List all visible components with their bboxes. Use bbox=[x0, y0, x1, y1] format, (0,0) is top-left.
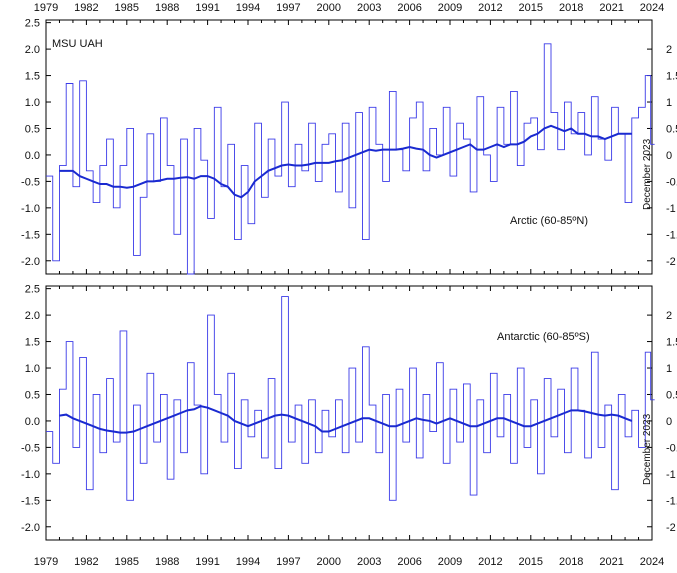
right-y-tick-label: 0.5 bbox=[666, 389, 677, 401]
right-y-tick-label: 2 bbox=[666, 310, 672, 322]
y-tick-label: -0.5 bbox=[21, 442, 40, 454]
y-tick-label: 0.5 bbox=[25, 123, 40, 135]
right-y-tick-label: -2 bbox=[666, 256, 676, 268]
antarctic-running-mean bbox=[59, 405, 633, 434]
year-label: 2003 bbox=[357, 556, 381, 568]
top-year-axis: 1979 1982 1985 1988 1991 1994 1997 2000 2003 2006… bbox=[34, 2, 664, 14]
y-tick-label: 2.5 bbox=[25, 284, 40, 296]
year-label: 1991 bbox=[195, 2, 219, 14]
antarctic-series bbox=[46, 296, 655, 501]
antarctic-annotation: Antarctic (60-85ºS) bbox=[497, 331, 590, 343]
year-label: 1982 bbox=[74, 556, 98, 568]
year-label: 2021 bbox=[599, 556, 623, 568]
y-tick-label: -1.0 bbox=[21, 469, 40, 481]
right-y-tick-label: 2 bbox=[666, 44, 672, 56]
year-label: 1988 bbox=[155, 556, 179, 568]
source-label: MSU UAH bbox=[52, 38, 103, 50]
antarctic-panel: 2.5 2.0 1.5 1.0 0.5 0.0 -0.5 -1.0 -1.5 -2.0 2 1.5 1 0… bbox=[21, 284, 677, 541]
year-label: 2006 bbox=[397, 2, 421, 14]
year-label: 1979 bbox=[34, 556, 58, 568]
y-tick-label: -1.5 bbox=[21, 229, 40, 241]
year-label: 2006 bbox=[397, 556, 421, 568]
arctic-plot-frame bbox=[45, 19, 653, 275]
year-label: 2003 bbox=[357, 2, 381, 14]
y-tick-label: 2.0 bbox=[25, 310, 40, 322]
right-y-tick-label: 1.5 bbox=[666, 71, 677, 83]
right-y-tick-label: 0 bbox=[666, 150, 672, 162]
y-tick-label: -2.0 bbox=[21, 256, 40, 268]
year-label: 2009 bbox=[438, 556, 462, 568]
y-tick-label: -1.0 bbox=[21, 203, 40, 215]
right-y-tick-label: -2 bbox=[666, 522, 676, 534]
y-tick-label: 2.0 bbox=[25, 44, 40, 56]
year-label: 2009 bbox=[438, 2, 462, 14]
y-tick-label: -2.0 bbox=[21, 522, 40, 534]
right-y-tick-label: 1 bbox=[666, 97, 672, 109]
year-label: 2000 bbox=[317, 2, 341, 14]
bottom-year-axis: 1979 1982 1985 1988 1991 1994 1997 2000 2003 2006… bbox=[34, 556, 664, 568]
right-y-tick-label: 0.5 bbox=[666, 123, 677, 135]
right-y-tick-label: 1 bbox=[666, 363, 672, 375]
right-y-tick-label: -0.5 bbox=[666, 442, 677, 454]
year-label: 2024 bbox=[640, 2, 664, 14]
year-label: 2012 bbox=[478, 556, 502, 568]
year-label: 1994 bbox=[236, 2, 260, 14]
year-label: 2021 bbox=[599, 2, 623, 14]
y-tick-label: 1.0 bbox=[25, 97, 40, 109]
year-label: 1985 bbox=[115, 556, 139, 568]
y-tick-label: 0.0 bbox=[25, 150, 40, 162]
year-label: 2015 bbox=[519, 556, 543, 568]
year-label: 2015 bbox=[519, 2, 543, 14]
year-label: 1979 bbox=[34, 2, 58, 14]
right-y-tick-label: -0.5 bbox=[666, 176, 677, 188]
y-tick-label: 2.5 bbox=[25, 18, 40, 30]
right-y-tick-label: -1.5 bbox=[666, 229, 677, 241]
year-label: 1991 bbox=[195, 556, 219, 568]
y-tick-label: -1.5 bbox=[21, 495, 40, 507]
year-label: 2012 bbox=[478, 2, 502, 14]
year-label: 1994 bbox=[236, 556, 260, 568]
year-label: 2018 bbox=[559, 556, 583, 568]
year-label: 2024 bbox=[640, 556, 664, 568]
year-label: 1982 bbox=[74, 2, 98, 14]
arctic-running-mean bbox=[59, 124, 632, 199]
y-tick-label: -0.5 bbox=[21, 176, 40, 188]
arctic-monthly-line bbox=[46, 43, 655, 275]
year-label: 1997 bbox=[276, 556, 300, 568]
year-label: 2018 bbox=[559, 2, 583, 14]
y-tick-label: 1.5 bbox=[25, 71, 40, 83]
y-tick-label: 0.0 bbox=[25, 416, 40, 428]
arctic-series bbox=[46, 43, 655, 275]
right-y-tick-label: -1.5 bbox=[666, 495, 677, 507]
year-label: 1988 bbox=[155, 2, 179, 14]
arctic-panel: 2.5 2.0 1.5 1.0 0.5 0.0 -0.5 -1.0 -1.5 -2.0 2 1.5 1 0… bbox=[21, 18, 677, 275]
antarctic-right-label: December 2023 bbox=[642, 413, 653, 485]
year-label: 1997 bbox=[276, 2, 300, 14]
antarctic-monthly-line bbox=[46, 296, 655, 501]
right-y-tick-label: -1 bbox=[666, 469, 676, 481]
year-label: 1985 bbox=[115, 2, 139, 14]
y-tick-label: 0.5 bbox=[25, 389, 40, 401]
year-label: 2000 bbox=[317, 556, 341, 568]
arctic-right-label: December 2023 bbox=[642, 138, 653, 210]
arctic-annotation: Arctic (60-85ºN) bbox=[510, 215, 588, 227]
y-tick-label: 1.0 bbox=[25, 363, 40, 375]
right-y-tick-label: 1.5 bbox=[666, 337, 677, 349]
antarctic-ticks: 2.5 2.0 1.5 1.0 0.5 0.0 -0.5 -1.0 -1.5 -2.0 2 1.5 1 0… bbox=[21, 284, 677, 540]
arctic-ticks: 2.5 2.0 1.5 1.0 0.5 0.0 -0.5 -1.0 -1.5 -2.0 2 1.5 1 0… bbox=[21, 18, 677, 274]
right-y-tick-label: -1 bbox=[666, 203, 676, 215]
antarctic-plot-frame bbox=[45, 285, 653, 541]
y-tick-label: 1.5 bbox=[25, 337, 40, 349]
right-y-tick-label: 0 bbox=[666, 416, 672, 428]
